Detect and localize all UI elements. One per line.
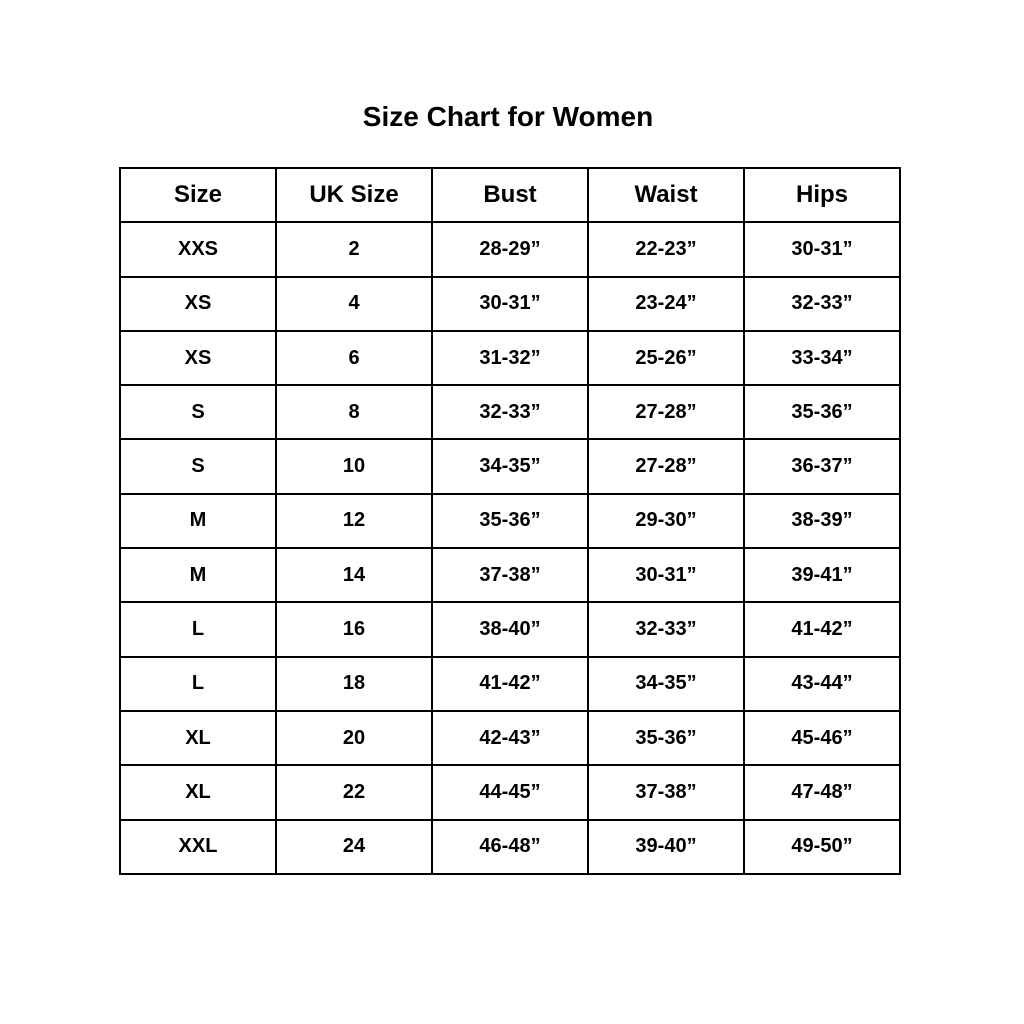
cell-uk-size: 4 <box>275 275 433 332</box>
cell-size: M <box>119 492 277 550</box>
column-header-bust: Bust <box>431 166 589 224</box>
table-row: L 18 41-42” 34-35” 43-44” <box>119 655 901 712</box>
cell-uk-size: 10 <box>275 438 433 495</box>
cell-hips: 39-41” <box>743 547 901 604</box>
cell-hips: 36-37” <box>743 438 901 495</box>
table-header-row: Size UK Size Bust Waist Hips <box>119 166 901 224</box>
cell-size: XS <box>119 275 277 332</box>
table-row: XL 20 42-43” 35-36” 45-46” <box>119 709 901 767</box>
cell-waist: 32-33” <box>587 601 745 658</box>
table-row: XXS 2 28-29” 22-23” 30-31” <box>119 221 901 278</box>
table-row: XXL 24 46-48” 39-40” 49-50” <box>119 818 901 875</box>
table-row: XS 6 31-32” 25-26” 33-34” <box>119 329 901 387</box>
cell-hips: 30-31” <box>743 221 901 278</box>
cell-bust: 44-45” <box>431 764 589 821</box>
cell-hips: 45-46” <box>743 709 901 767</box>
cell-size: L <box>119 601 277 658</box>
column-header-uk-size: UK Size <box>275 166 433 224</box>
cell-size: XL <box>119 764 277 821</box>
cell-hips: 35-36” <box>743 384 901 441</box>
cell-waist: 29-30” <box>587 492 745 550</box>
cell-waist: 27-28” <box>587 438 745 495</box>
cell-uk-size: 22 <box>275 764 433 821</box>
cell-uk-size: 12 <box>275 492 433 550</box>
table-row: S 8 32-33” 27-28” 35-36” <box>119 384 901 441</box>
table-row: M 14 37-38” 30-31” 39-41” <box>119 547 901 604</box>
cell-size: S <box>119 384 277 441</box>
table-row: M 12 35-36” 29-30” 38-39” <box>119 492 901 550</box>
cell-hips: 38-39” <box>743 492 901 550</box>
cell-hips: 49-50” <box>743 818 901 875</box>
cell-size: M <box>119 547 277 604</box>
cell-hips: 33-34” <box>743 329 901 387</box>
cell-bust: 32-33” <box>431 384 589 441</box>
table-body: XXS 2 28-29” 22-23” 30-31” XS 4 30-31” 23-24” 32-… <box>119 221 901 875</box>
cell-size: S <box>119 438 277 495</box>
cell-size: XS <box>119 329 277 387</box>
cell-bust: 28-29” <box>431 221 589 278</box>
table-row: XL 22 44-45” 37-38” 47-48” <box>119 764 901 821</box>
cell-hips: 32-33” <box>743 275 901 332</box>
page-title: Size Chart for Women <box>362 101 654 132</box>
cell-uk-size: 16 <box>275 601 433 658</box>
column-header-hips: Hips <box>743 166 901 224</box>
cell-uk-size: 20 <box>275 709 433 767</box>
size-chart-table: Size UK Size Bust Waist Hips XXS 2 28-29” 22-23… <box>119 166 901 875</box>
cell-waist: 22-23” <box>587 221 745 278</box>
cell-waist: 37-38” <box>587 764 745 821</box>
cell-size: XXS <box>119 221 277 278</box>
cell-size: L <box>119 655 277 712</box>
cell-hips: 41-42” <box>743 601 901 658</box>
cell-waist: 25-26” <box>587 329 745 387</box>
table-row: XS 4 30-31” 23-24” 32-33” <box>119 275 901 332</box>
cell-size: XXL <box>119 818 277 875</box>
cell-bust: 31-32” <box>431 329 589 387</box>
cell-waist: 30-31” <box>587 547 745 604</box>
cell-hips: 47-48” <box>743 764 901 821</box>
table-row: L 16 38-40” 32-33” 41-42” <box>119 601 901 658</box>
cell-bust: 35-36” <box>431 492 589 550</box>
column-header-waist: Waist <box>587 166 745 224</box>
cell-uk-size: 2 <box>275 221 433 278</box>
cell-waist: 27-28” <box>587 384 745 441</box>
cell-waist: 23-24” <box>587 275 745 332</box>
cell-uk-size: 24 <box>275 818 433 875</box>
cell-bust: 30-31” <box>431 275 589 332</box>
cell-bust: 41-42” <box>431 655 589 712</box>
cell-uk-size: 18 <box>275 655 433 712</box>
cell-waist: 39-40” <box>587 818 745 875</box>
cell-hips: 43-44” <box>743 655 901 712</box>
cell-waist: 35-36” <box>587 709 745 767</box>
cell-uk-size: 14 <box>275 547 433 604</box>
cell-waist: 34-35” <box>587 655 745 712</box>
cell-bust: 46-48” <box>431 818 589 875</box>
cell-bust: 42-43” <box>431 709 589 767</box>
cell-bust: 37-38” <box>431 547 589 604</box>
column-header-size: Size <box>119 166 277 224</box>
cell-uk-size: 6 <box>275 329 433 387</box>
cell-uk-size: 8 <box>275 384 433 441</box>
cell-bust: 34-35” <box>431 438 589 495</box>
cell-bust: 38-40” <box>431 601 589 658</box>
table-row: S 10 34-35” 27-28” 36-37” <box>119 438 901 495</box>
cell-size: XL <box>119 709 277 767</box>
